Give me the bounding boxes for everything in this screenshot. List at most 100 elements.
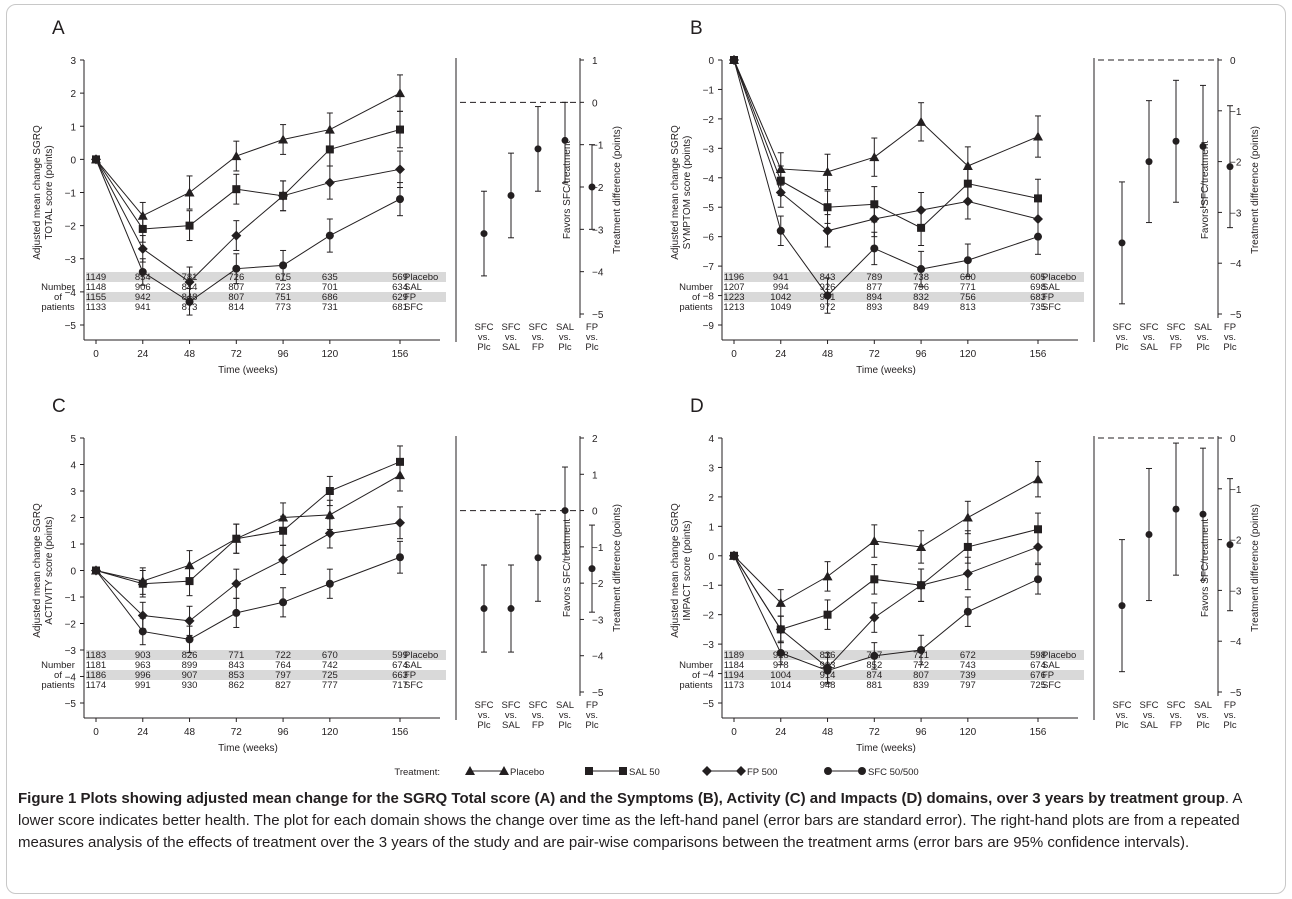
y-axis-label: Adjusted mean change SGRQTOTAL score (po… xyxy=(32,125,55,260)
legend-marker-square xyxy=(619,767,627,775)
patients-cell: 1174 xyxy=(86,680,106,691)
patients-cell: 634 xyxy=(392,282,408,293)
patients-row-header-line: patients xyxy=(41,302,75,313)
x-tick-label: 96 xyxy=(916,727,928,738)
comparison-category-line: Plc xyxy=(1196,720,1209,731)
y-tick-label: 2 xyxy=(70,514,76,525)
patients-cell: 731 xyxy=(322,302,338,313)
patients-cell: 826 xyxy=(182,650,198,661)
comparison-category-line: vs. xyxy=(1170,332,1182,343)
comparison-estimate-point xyxy=(480,230,488,238)
patients-cell: 1213 xyxy=(723,302,744,313)
comparison-y-tick-label: −5 xyxy=(1230,688,1242,699)
comparison-category-line: vs. xyxy=(1224,332,1236,343)
patients-row-header-line: of xyxy=(692,292,700,303)
y-tick-label: −6 xyxy=(703,233,715,244)
patients-cell: 683 xyxy=(1030,292,1046,303)
comparison-y-tick-label: 0 xyxy=(592,98,598,109)
y-axis-label-line: ACTIVITY score (points) xyxy=(44,516,55,624)
comparison-category-line: SFC xyxy=(502,322,521,333)
data-point-square xyxy=(963,542,972,551)
comparison-estimate-point xyxy=(534,145,542,153)
comparison-favors-label: Favors SFC/treatment xyxy=(1200,519,1211,618)
x-tick-label: 96 xyxy=(278,727,290,738)
y-tick-label: −3 xyxy=(65,646,77,657)
data-point-triangle xyxy=(1033,474,1043,484)
comparison-category-line: FP xyxy=(1224,700,1236,711)
y-axis-label-line: Adjusted mean change SGRQ xyxy=(32,503,43,638)
patients-cell: 942 xyxy=(135,292,151,303)
data-point-diamond xyxy=(822,225,833,236)
data-point-circle xyxy=(279,261,288,270)
x-tick-label: 72 xyxy=(869,727,881,738)
y-axis-label: Adjusted mean change SGRQSYMPTOM score (… xyxy=(670,125,693,260)
comparison-estimate-point xyxy=(1199,142,1207,150)
comparison-category-line: Plc xyxy=(558,342,571,353)
patients-row-header: Number of patients xyxy=(41,282,75,313)
data-point-diamond xyxy=(775,624,786,635)
patients-row-label: SAL xyxy=(1042,282,1060,293)
comparison-category-label: FP vs. Plc xyxy=(585,700,598,731)
data-point-diamond xyxy=(231,578,242,589)
patients-cell: 1183 xyxy=(86,650,106,661)
data-point-circle xyxy=(185,635,194,644)
series-line-sal-50 xyxy=(95,461,401,585)
data-point-diamond xyxy=(1033,541,1043,552)
x-tick-label: 156 xyxy=(1030,349,1047,360)
legend-label: Placebo xyxy=(510,767,544,778)
comparison-estimate-point xyxy=(588,183,596,191)
data-point-diamond xyxy=(869,612,880,623)
patients-cell: 832 xyxy=(913,292,929,303)
data-point-triangle xyxy=(278,134,289,144)
comparison-category-label: FP vs. Plc xyxy=(1223,322,1236,353)
y-axis-label-line: IMPACT score (points) xyxy=(682,520,693,620)
x-axis-label: Time (weeks) xyxy=(856,365,916,376)
comparison-category-line: FP xyxy=(532,720,544,731)
patients-cell: 849 xyxy=(913,302,929,313)
data-point-circle xyxy=(776,648,785,657)
data-point-square xyxy=(325,487,334,495)
patients-cell: 1181 xyxy=(86,660,106,671)
comparison-estimate-point xyxy=(480,605,488,613)
comparison-y-tick-label: −3 xyxy=(1230,208,1242,219)
patients-row-label: Placebo xyxy=(404,650,438,661)
data-point-circle xyxy=(730,56,738,64)
patients-cell: 1149 xyxy=(86,272,106,283)
panel-letter: B xyxy=(690,18,703,39)
patients-row-shade xyxy=(86,670,446,680)
comparison-category-line: FP xyxy=(1170,342,1182,353)
y-axis-label-line: Adjusted mean change SGRQ xyxy=(670,125,681,260)
patients-row-shade xyxy=(86,650,446,660)
patients-cell: 1133 xyxy=(86,302,106,313)
comparison-favors-label: Favors SFC/treatment xyxy=(562,141,573,240)
data-point-square xyxy=(870,575,879,584)
patients-cell: 963 xyxy=(135,660,151,671)
patients-row-label: SFC xyxy=(404,680,423,691)
patients-row-header: Number of patients xyxy=(41,660,75,691)
data-point-square xyxy=(138,579,147,588)
patients-cell: 725 xyxy=(1030,680,1046,691)
comparison-estimate-point xyxy=(1145,531,1153,539)
comparison-category-line: SFC xyxy=(1167,700,1186,711)
patients-cell: 674 xyxy=(1030,660,1046,671)
comparison-category-line: Plc xyxy=(1115,342,1128,353)
patients-cell: 670 xyxy=(322,650,338,661)
data-point-diamond xyxy=(278,190,289,201)
y-tick-label: −1 xyxy=(65,593,77,604)
comparison-category-line: vs. xyxy=(505,710,517,721)
patients-cell: 771 xyxy=(960,282,976,293)
comparison-estimate-point xyxy=(1226,163,1234,171)
comparison-category-label: SFC vs. Plc xyxy=(1113,700,1132,731)
data-point-square xyxy=(823,203,832,212)
comparison-category-line: Plc xyxy=(477,720,490,731)
x-tick-label: 0 xyxy=(93,727,99,738)
series-line-sal-50 xyxy=(733,528,1039,630)
data-point-triangle xyxy=(822,571,833,581)
patients-cell: 680 xyxy=(960,272,976,283)
y-tick-label: −5 xyxy=(65,321,77,332)
y-tick-label: 0 xyxy=(70,567,76,578)
comparison-category-label: FP vs. Plc xyxy=(1223,700,1236,731)
legend-title: Treatment: xyxy=(394,767,440,778)
comparison-y-tick-label: −4 xyxy=(1230,259,1242,270)
series-line-placebo xyxy=(95,92,401,217)
